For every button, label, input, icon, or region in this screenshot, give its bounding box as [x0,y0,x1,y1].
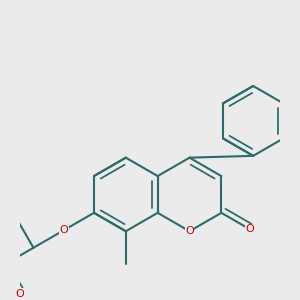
Text: O: O [246,224,254,234]
Text: O: O [15,289,24,299]
Text: O: O [185,226,194,236]
Text: O: O [59,225,68,235]
